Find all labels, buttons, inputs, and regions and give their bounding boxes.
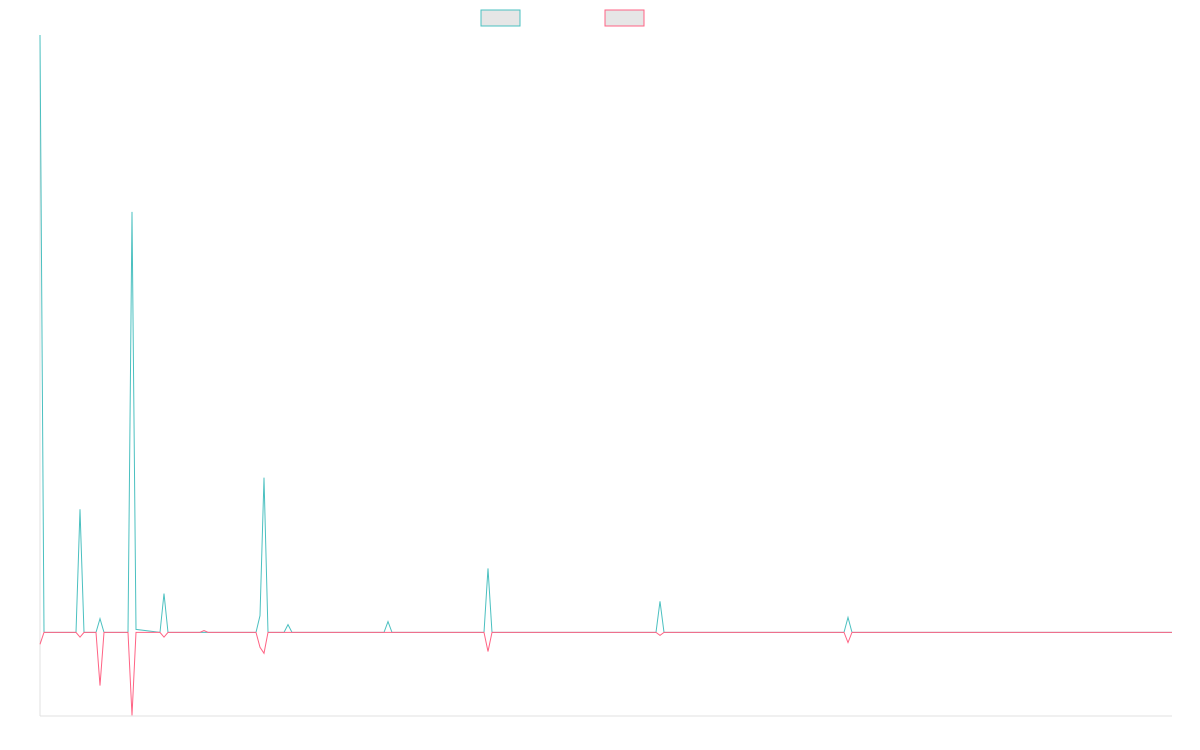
legend-swatch[interactable] xyxy=(480,9,521,27)
legend-swatch[interactable] xyxy=(604,9,645,27)
series-line xyxy=(39,630,1172,716)
series-line xyxy=(39,34,1172,633)
